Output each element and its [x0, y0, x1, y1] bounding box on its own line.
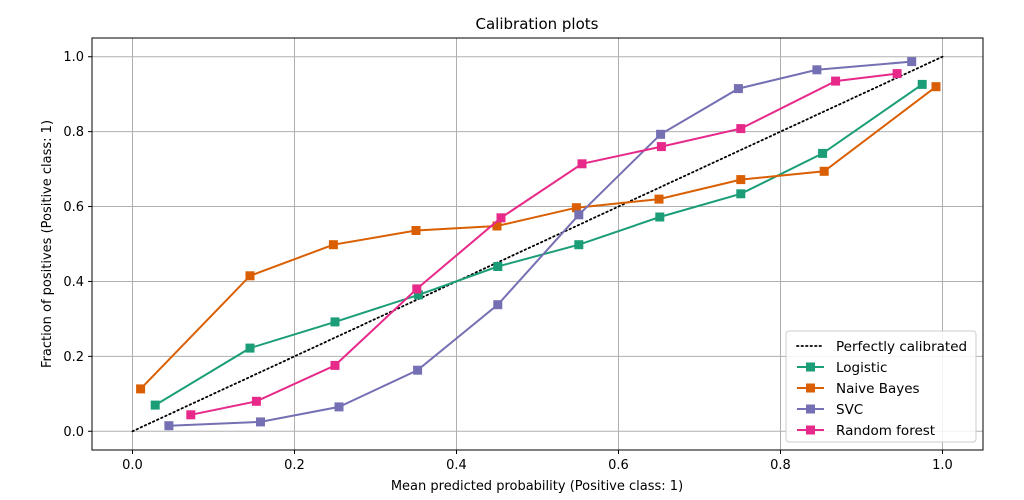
legend-label: Logistic: [836, 360, 887, 376]
series-line: [190, 72, 898, 416]
data-point: [574, 240, 584, 250]
data-point: [831, 76, 841, 86]
series-layer: [136, 57, 941, 431]
chart-title: Calibration plots: [476, 15, 599, 33]
series-line: [168, 60, 912, 427]
x-tick-label: 0.8: [770, 458, 791, 473]
data-point: [571, 203, 581, 213]
data-point: [577, 159, 587, 169]
y-tick-label: 1.0: [63, 50, 84, 65]
data-point: [819, 166, 829, 176]
x-axis-ticks: 0.0 0.2 0.4 0.6 0.8 1.0: [122, 450, 953, 473]
x-tick-label: 1.0: [932, 458, 953, 473]
legend-item-naive-bayes: Naive Bayes: [797, 381, 920, 397]
data-point: [411, 226, 421, 235]
data-point: [330, 360, 340, 370]
legend-marker: [806, 383, 815, 393]
legend-marker: [806, 425, 815, 435]
x-tick-label: 0.6: [608, 458, 629, 473]
legend-label: Perfectly calibrated: [836, 339, 967, 355]
legend-label: SVC: [836, 402, 863, 418]
legend-item-perfectly-calibrated: Perfectly calibrated: [796, 339, 967, 355]
data-point: [931, 82, 941, 92]
data-point: [492, 221, 502, 231]
data-point: [245, 271, 255, 281]
y-axis-ticks: 0.0 0.2 0.4 0.6 0.8 1.0: [63, 50, 92, 440]
legend-item-logistic: Logistic: [797, 360, 887, 376]
data-point: [892, 69, 902, 79]
data-point: [736, 124, 746, 134]
data-point: [654, 194, 664, 204]
legend-marker: [806, 362, 815, 372]
data-point: [656, 142, 666, 152]
grid-lines: [92, 38, 983, 450]
y-tick-label: 0.0: [63, 425, 84, 440]
legend-box: [785, 330, 977, 443]
data-point: [334, 402, 344, 412]
x-tick-label: 0.2: [284, 458, 305, 473]
y-axis-label: Fraction of positives (Positive class: 1…: [40, 120, 55, 368]
series-svc: [164, 57, 917, 431]
data-point: [812, 65, 822, 75]
reference-line-layer: [131, 55, 944, 433]
legend-label: Random forest: [836, 423, 935, 439]
data-point: [736, 175, 746, 185]
data-point: [917, 79, 927, 89]
data-point: [164, 421, 174, 431]
series-logistic: [150, 79, 927, 410]
series-line: [139, 85, 937, 390]
series-line: [154, 83, 923, 406]
data-point: [150, 400, 160, 410]
data-point: [818, 148, 828, 158]
data-point: [656, 129, 666, 139]
series-random-forest: [186, 69, 902, 420]
data-point: [496, 213, 506, 223]
series-naive-bayes: [136, 82, 941, 394]
data-point: [136, 384, 146, 394]
data-point: [655, 212, 665, 222]
x-axis-label: Mean predicted probability (Positive cla…: [391, 479, 683, 494]
data-point: [330, 317, 340, 327]
data-point: [907, 57, 917, 67]
legend-item-svc: SVC: [797, 402, 863, 418]
y-tick-label: 0.4: [63, 275, 84, 290]
data-point: [328, 240, 338, 250]
data-point: [736, 189, 746, 199]
data-point: [251, 396, 261, 406]
data-point: [413, 365, 423, 375]
legend-item-random-forest: Random forest: [797, 423, 935, 439]
x-tick-label: 0.4: [446, 458, 467, 473]
y-tick-label: 0.8: [63, 125, 84, 140]
data-point: [186, 410, 196, 420]
y-tick-label: 0.6: [63, 200, 84, 215]
data-point: [733, 84, 743, 94]
data-point: [493, 300, 503, 310]
data-point: [574, 210, 584, 220]
y-tick-label: 0.2: [63, 350, 84, 365]
data-point: [245, 343, 255, 353]
legend-marker: [806, 404, 815, 414]
legend: Perfectly calibrated Logistic Naive Bayes S…: [785, 330, 977, 443]
x-tick-label: 0.0: [122, 458, 143, 473]
data-point: [493, 262, 503, 271]
data-point: [412, 284, 422, 294]
data-point: [413, 290, 423, 300]
data-point: [256, 417, 265, 427]
perfectly-calibrated-line: [131, 55, 944, 433]
legend-label: Naive Bayes: [836, 381, 920, 397]
plot-frame: [91, 37, 984, 451]
